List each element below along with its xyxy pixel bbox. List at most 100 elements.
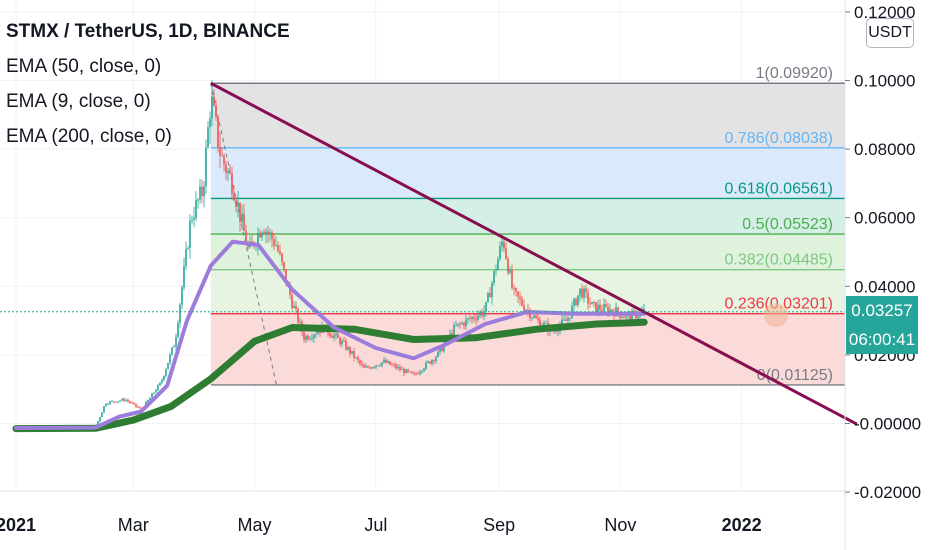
candle-body [405, 369, 407, 374]
candle-body [433, 360, 435, 362]
candle-body [101, 412, 103, 418]
candle-body [477, 315, 479, 320]
candle-body [351, 351, 353, 354]
candle-body [265, 231, 267, 235]
candle-body [207, 127, 209, 148]
candle-body [329, 333, 331, 336]
candle-body [455, 325, 457, 327]
candle-body [127, 399, 129, 402]
candle-body [457, 323, 459, 326]
candle-body [201, 186, 203, 196]
candle-body [443, 344, 445, 352]
candle-body [361, 363, 363, 365]
candle-body [177, 323, 179, 338]
candle-body [579, 288, 581, 296]
indicator-ema50-label[interactable]: EMA (50, close, 0) [6, 56, 162, 77]
candle-body [617, 307, 619, 314]
candle-body [165, 369, 167, 376]
candle-body [259, 232, 261, 238]
candle-body [257, 232, 259, 246]
candle-body [539, 320, 541, 328]
candle-body [495, 269, 497, 272]
candle-body [555, 330, 557, 332]
fib-zone [210, 147, 846, 199]
candle-body [353, 351, 355, 358]
candle-body [105, 403, 107, 407]
candle-body [269, 232, 271, 234]
fib-level-label: 0(0.01125) [757, 367, 833, 384]
candle-body [373, 367, 375, 368]
candle-body [503, 241, 505, 249]
candle-body [493, 271, 495, 284]
candle-body [479, 311, 481, 316]
candle-body [357, 357, 359, 361]
candle-body [621, 317, 623, 318]
candle-body [529, 310, 531, 319]
candle-body [557, 331, 559, 333]
candle-body [489, 293, 491, 298]
candle-body [469, 318, 471, 320]
candle-body [155, 390, 157, 393]
candle-body [139, 407, 141, 409]
candle-body [303, 332, 305, 340]
candle-body [417, 373, 419, 375]
candle-body [439, 347, 441, 352]
candle-body [213, 96, 215, 106]
candle-body [523, 305, 525, 311]
candle-body [519, 296, 521, 300]
candle-body [317, 331, 319, 335]
trend-line [210, 81, 858, 426]
candle-body [395, 364, 397, 369]
candle-body [307, 336, 309, 340]
candle-body [593, 302, 595, 303]
indicator-ema9-label[interactable]: EMA (9, close, 0) [6, 91, 151, 112]
candle-body [319, 331, 321, 333]
candle-body [505, 248, 507, 259]
candle-body [511, 269, 513, 288]
x-tick-label: Jul [364, 515, 387, 535]
candle-body [115, 401, 117, 403]
candle-body [409, 371, 411, 373]
candle-body [429, 361, 431, 364]
candle-body [295, 305, 297, 309]
candle-body [379, 365, 381, 367]
y-tick-label: 0.12000 [854, 3, 915, 22]
candle-body [517, 291, 519, 297]
candle-body [197, 199, 199, 201]
candle-body [599, 304, 601, 310]
candle-body [427, 361, 429, 363]
candle-body [629, 313, 631, 321]
y-tick-label: 0.10000 [854, 72, 915, 91]
candle-body [229, 170, 231, 174]
candle-body [119, 400, 121, 402]
candle-body [545, 322, 547, 324]
candle-body [567, 318, 569, 322]
candle-body [543, 322, 545, 327]
candle-body [437, 351, 439, 358]
candle-body [441, 347, 443, 352]
countdown-label: 06:00:41 [846, 325, 918, 354]
last-price-label: 0.03257 [846, 296, 918, 325]
candle-body [313, 334, 315, 339]
candle-body [491, 283, 493, 298]
indicator-ema200-label[interactable]: EMA (200, close, 0) [6, 126, 172, 147]
candle-body [275, 245, 277, 247]
candle-body [483, 311, 485, 316]
x-tick-label: Nov [604, 515, 636, 535]
currency-button[interactable]: USDT [866, 18, 914, 48]
candle-body [191, 219, 193, 221]
candle-body [365, 366, 367, 368]
candle-body [163, 375, 165, 381]
candle-body [561, 319, 563, 326]
candle-body [149, 397, 151, 400]
candle-body [217, 116, 219, 147]
candle-body [637, 316, 639, 319]
candle-body [125, 399, 127, 401]
candle-body [583, 288, 585, 298]
candle-body [237, 202, 239, 207]
candle-body [331, 335, 333, 338]
candle-body [189, 220, 191, 248]
candle-body [425, 362, 427, 369]
candle-body [179, 304, 181, 324]
